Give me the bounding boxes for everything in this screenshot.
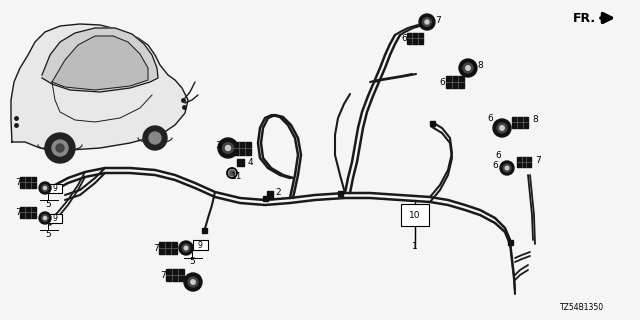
Bar bbox=[193, 240, 207, 250]
Bar bbox=[429, 121, 435, 125]
Circle shape bbox=[143, 126, 167, 150]
Circle shape bbox=[505, 166, 509, 170]
Text: 6: 6 bbox=[487, 114, 493, 123]
Bar bbox=[512, 116, 528, 127]
Bar bbox=[166, 269, 184, 281]
Polygon shape bbox=[42, 28, 158, 92]
Circle shape bbox=[422, 18, 431, 27]
Text: 9: 9 bbox=[198, 241, 202, 250]
Circle shape bbox=[459, 59, 477, 77]
Circle shape bbox=[184, 273, 202, 291]
Text: 7: 7 bbox=[435, 15, 441, 25]
Bar bbox=[446, 76, 464, 88]
Circle shape bbox=[39, 212, 51, 224]
Circle shape bbox=[466, 66, 470, 70]
Circle shape bbox=[182, 244, 190, 252]
Circle shape bbox=[425, 20, 429, 24]
Circle shape bbox=[218, 138, 238, 158]
Circle shape bbox=[179, 241, 193, 255]
Circle shape bbox=[503, 164, 511, 172]
Bar bbox=[233, 141, 251, 155]
Circle shape bbox=[52, 140, 68, 156]
Text: 10: 10 bbox=[409, 211, 420, 220]
Bar bbox=[508, 239, 513, 244]
Text: 5: 5 bbox=[189, 258, 195, 267]
Circle shape bbox=[149, 132, 161, 144]
Bar bbox=[48, 183, 62, 193]
Bar bbox=[20, 177, 36, 188]
Text: 6: 6 bbox=[401, 34, 407, 43]
Text: 8: 8 bbox=[532, 115, 538, 124]
Bar bbox=[337, 190, 342, 196]
Text: 7: 7 bbox=[535, 156, 541, 164]
Circle shape bbox=[497, 123, 507, 133]
Circle shape bbox=[42, 185, 48, 191]
Circle shape bbox=[56, 144, 64, 152]
Circle shape bbox=[44, 217, 47, 220]
Text: 5: 5 bbox=[45, 199, 51, 209]
Bar bbox=[517, 157, 531, 167]
Circle shape bbox=[493, 119, 511, 137]
Circle shape bbox=[184, 246, 188, 250]
Circle shape bbox=[223, 142, 234, 154]
Text: 7: 7 bbox=[153, 244, 159, 252]
Text: 7: 7 bbox=[15, 207, 21, 217]
Circle shape bbox=[419, 14, 435, 30]
Polygon shape bbox=[52, 36, 148, 90]
Circle shape bbox=[500, 161, 514, 175]
Bar bbox=[237, 158, 243, 165]
Bar bbox=[20, 206, 36, 218]
Text: 9: 9 bbox=[52, 183, 58, 193]
Text: 6: 6 bbox=[492, 161, 498, 170]
Text: 8: 8 bbox=[477, 60, 483, 69]
Circle shape bbox=[225, 146, 230, 150]
Text: 6: 6 bbox=[495, 150, 501, 159]
Text: 1: 1 bbox=[412, 242, 418, 251]
Circle shape bbox=[463, 63, 473, 73]
Circle shape bbox=[188, 277, 198, 287]
Polygon shape bbox=[11, 24, 188, 150]
Text: 6: 6 bbox=[439, 77, 445, 86]
Circle shape bbox=[191, 280, 195, 284]
Text: 7: 7 bbox=[160, 270, 166, 279]
Text: 9: 9 bbox=[52, 213, 58, 222]
Bar bbox=[267, 191, 273, 199]
Text: 11: 11 bbox=[231, 172, 243, 180]
Circle shape bbox=[45, 133, 75, 163]
Bar bbox=[159, 242, 177, 254]
Bar bbox=[401, 204, 429, 226]
Polygon shape bbox=[40, 135, 80, 145]
Text: TZ54B1350: TZ54B1350 bbox=[560, 303, 604, 313]
Text: FR.: FR. bbox=[572, 12, 596, 25]
Text: 4: 4 bbox=[247, 157, 253, 166]
Bar bbox=[202, 228, 207, 233]
Circle shape bbox=[229, 170, 235, 176]
Bar bbox=[407, 33, 423, 44]
Text: 2: 2 bbox=[275, 188, 281, 196]
Circle shape bbox=[44, 187, 47, 189]
Circle shape bbox=[42, 215, 48, 221]
Text: 3: 3 bbox=[215, 140, 221, 149]
Text: 5: 5 bbox=[45, 229, 51, 238]
Bar bbox=[48, 213, 62, 222]
Circle shape bbox=[39, 182, 51, 194]
Text: 7: 7 bbox=[15, 178, 21, 187]
Circle shape bbox=[500, 126, 504, 130]
Bar bbox=[262, 196, 268, 201]
